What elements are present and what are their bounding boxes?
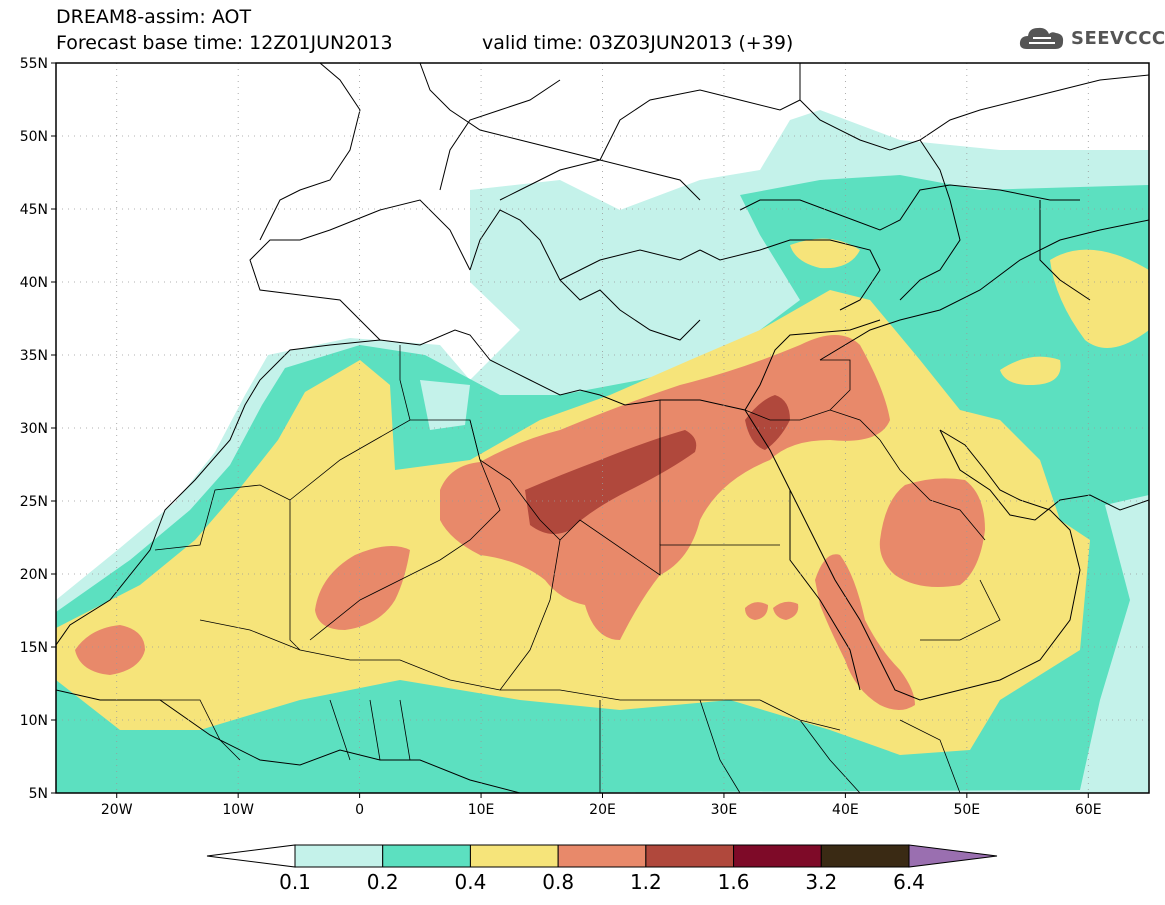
lon-label: 30E <box>711 802 738 818</box>
lon-label: 10W <box>222 802 254 818</box>
colorbar-arrow-high <box>908 844 998 868</box>
colorbar-arrow-low <box>206 844 296 868</box>
forecast-base-time: Forecast base time: 12Z01JUN2013 <box>56 32 393 54</box>
colorbar-box <box>557 844 647 868</box>
colorbar-label: 0.4 <box>455 870 487 894</box>
lon-label: 20W <box>101 802 133 818</box>
longitude-labels: 20W 10W 0 10E 20E 30E 40E 50E 60E <box>101 793 1102 818</box>
colorbar-box <box>469 844 559 868</box>
lat-label: 10N <box>20 713 48 729</box>
country-borders <box>150 345 1001 793</box>
latitude-labels: 55N 50N 45N 40N 35N 30N 25N 20N 15N 10N 5N <box>20 56 56 802</box>
colorbar-label: 0.8 <box>542 870 574 894</box>
colorbar-box <box>645 844 735 868</box>
map-title: DREAM8-assim: AOT <box>56 6 252 28</box>
colorbar-box <box>733 844 822 868</box>
colorbar-label: 1.6 <box>718 870 750 894</box>
lon-label: 50E <box>953 802 980 818</box>
lat-label: 20N <box>20 567 48 583</box>
lon-label: 0 <box>355 802 364 818</box>
lat-label: 40N <box>20 275 48 291</box>
lat-label: 5N <box>29 786 48 802</box>
colorbar-box <box>382 844 471 868</box>
aot-band-1.2 <box>525 430 697 534</box>
colorbar-box <box>820 844 910 868</box>
valid-time: valid time: 03Z03JUN2013 (+39) <box>482 32 794 54</box>
lat-label: 35N <box>20 348 48 364</box>
colorbar-box <box>294 844 384 868</box>
lat-label: 55N <box>20 56 48 72</box>
cloud-icon <box>1019 27 1064 49</box>
colorbar-label: 0.1 <box>279 870 311 894</box>
lon-label: 20E <box>589 802 616 818</box>
lon-label: 40E <box>832 802 859 818</box>
colorbar-label: 1.2 <box>630 870 662 894</box>
colorbar-label: 6.4 <box>893 870 925 894</box>
lat-label: 30N <box>20 421 48 437</box>
lon-label: 60E <box>1075 802 1102 818</box>
lat-label: 25N <box>20 494 48 510</box>
lon-label: 10E <box>468 802 495 818</box>
lat-label: 45N <box>20 202 48 218</box>
lat-label: 15N <box>20 640 48 656</box>
lat-label: 50N <box>20 129 48 145</box>
colorbar-label: 3.2 <box>805 870 837 894</box>
coastlines <box>56 63 1149 793</box>
colorbar <box>206 844 998 868</box>
logo-text: SEEVCCC <box>1071 27 1165 49</box>
colorbar-labels: 0.1 0.2 0.4 0.8 1.2 1.6 3.2 6.4 <box>279 870 925 894</box>
seevccc-logo: SEEVCCC <box>1017 22 1165 54</box>
gridlines <box>56 63 1149 793</box>
colorbar-label: 0.2 <box>367 870 399 894</box>
